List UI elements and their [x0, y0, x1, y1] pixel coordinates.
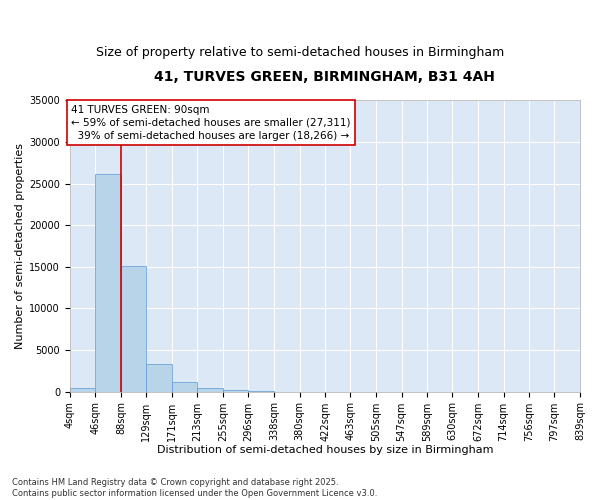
Bar	[70, 388, 95, 392]
Bar	[197, 388, 223, 392]
Y-axis label: Number of semi-detached properties: Number of semi-detached properties	[15, 143, 25, 349]
Bar	[146, 364, 172, 392]
Text: Size of property relative to semi-detached houses in Birmingham: Size of property relative to semi-detach…	[96, 46, 504, 59]
Text: 41 TURVES GREEN: 90sqm
← 59% of semi-detached houses are smaller (27,311)
  39% : 41 TURVES GREEN: 90sqm ← 59% of semi-det…	[71, 104, 350, 141]
Bar	[172, 382, 197, 392]
Title: 41, TURVES GREEN, BIRMINGHAM, B31 4AH: 41, TURVES GREEN, BIRMINGHAM, B31 4AH	[154, 70, 496, 84]
Bar	[223, 390, 248, 392]
Bar	[121, 266, 146, 392]
Text: Contains HM Land Registry data © Crown copyright and database right 2025.
Contai: Contains HM Land Registry data © Crown c…	[12, 478, 377, 498]
Bar	[95, 174, 121, 392]
X-axis label: Distribution of semi-detached houses by size in Birmingham: Distribution of semi-detached houses by …	[157, 445, 493, 455]
